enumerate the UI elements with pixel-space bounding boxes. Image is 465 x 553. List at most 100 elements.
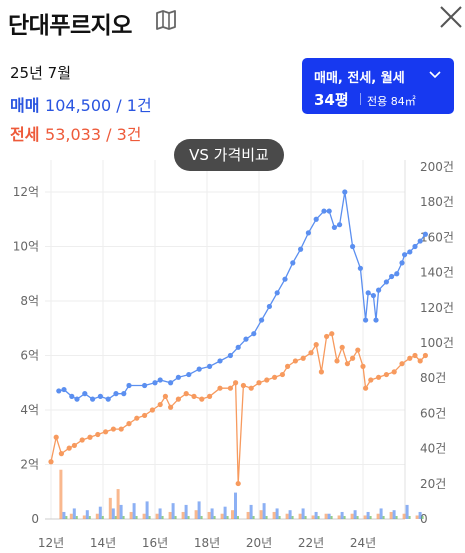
volume-bar-sale: [184, 504, 188, 519]
y-left-tick-label: 4억: [20, 403, 39, 417]
jeonse-price-point: [360, 363, 366, 369]
volume-bar-jeonse: [363, 515, 367, 519]
sale-price-point: [175, 374, 181, 380]
jeonse-price-point: [134, 415, 140, 421]
sale-price-point: [121, 391, 127, 397]
volume-bar-rent: [317, 516, 320, 519]
volume-bar-rent: [200, 516, 203, 519]
sale-price-point: [152, 380, 158, 386]
volume-bar-rent: [148, 516, 151, 519]
volume-bar-jeonse: [311, 515, 315, 519]
trade-types: 매매, 전세, 월세: [314, 71, 405, 86]
x-tick-label: 20년: [246, 536, 272, 550]
volume-bar-jeonse: [108, 497, 112, 519]
jeonse-price-point: [235, 480, 241, 487]
sale-price-point: [186, 371, 192, 378]
jeonse-price-point: [175, 396, 181, 402]
jeonse-value: 53,033 / 3건: [45, 125, 142, 144]
trade-filter-button[interactable]: 매매, 전세, 월세 34평 전용 84㎡: [302, 58, 454, 114]
volume-bar-rent: [161, 516, 164, 519]
jeonse-price-point: [183, 391, 189, 397]
sale-price-point: [196, 366, 202, 372]
volume-bar-sale: [288, 510, 292, 519]
jeonse-price-point: [391, 369, 397, 375]
sale-price-point: [61, 386, 67, 393]
sale-label: 매매: [10, 96, 40, 115]
sale-price-point: [251, 331, 257, 337]
volume-bar-sale: [418, 511, 422, 519]
jeonse-price-point: [324, 333, 330, 340]
sale-price-point: [357, 265, 363, 271]
jeonse-price-line: [50, 332, 426, 484]
jeonse-price-point: [48, 459, 54, 465]
volume-bar-sale: [314, 511, 318, 519]
volume-bar-jeonse: [285, 513, 289, 519]
volume-bar-rent: [65, 516, 68, 519]
sale-price-point: [376, 287, 382, 293]
volume-bar-rent: [75, 516, 78, 519]
close-icon[interactable]: [438, 4, 464, 30]
volume-bar-jeonse: [194, 510, 198, 519]
page-title: 단대푸르지오: [8, 13, 132, 39]
volume-bar-jeonse: [116, 489, 120, 519]
jeonse-price-point: [53, 434, 59, 440]
compare-price-button[interactable]: VS 가격비교: [174, 139, 284, 171]
chevron-down-icon: [429, 71, 441, 79]
sale-price-point: [105, 396, 111, 402]
y-left-tick-label: 6억: [20, 349, 39, 363]
volume-bar-sale: [132, 503, 136, 519]
volume-bar-jeonse: [402, 513, 406, 519]
map-icon[interactable]: [155, 10, 177, 30]
volume-bar-sale: [392, 510, 396, 519]
y-left-tick-label: 2억: [20, 458, 39, 472]
volume-bar-sale: [262, 503, 266, 519]
jeonse-price-point: [412, 352, 418, 359]
jeonse-price-point: [256, 380, 262, 386]
y-right-tick-label: 0: [420, 512, 428, 526]
volume-bar-rent: [114, 516, 117, 519]
volume-bar-rent: [213, 516, 216, 519]
jeonse-price-point: [329, 331, 335, 337]
volume-bar-rent: [122, 516, 125, 519]
volume-bar-jeonse: [324, 513, 328, 519]
volume-bar-jeonse: [272, 511, 276, 519]
volume-bar-sale: [119, 504, 123, 519]
volume-bar-sale: [301, 508, 305, 519]
jeonse-price-point: [240, 382, 246, 389]
volume-bar-sale: [379, 508, 383, 519]
sale-price-point: [326, 208, 332, 214]
volume-bar-jeonse: [168, 511, 172, 519]
jeonse-price-point: [279, 371, 285, 378]
volume-bar-sale: [234, 492, 237, 519]
sale-price-point: [342, 189, 348, 195]
volume-bar-rent: [101, 516, 104, 519]
jeonse-price-point: [103, 429, 109, 435]
y-right-tick-label: 180건: [420, 195, 454, 209]
y-right-tick-label: 40건: [420, 442, 446, 456]
sale-price-point: [142, 382, 148, 389]
volume-bar-sale: [275, 508, 279, 519]
jeonse-price-point: [368, 377, 374, 383]
volume-bar-rent: [304, 516, 307, 519]
volume-bar-jeonse: [376, 513, 380, 519]
volume-bar-jeonse: [69, 513, 73, 519]
volume-bar-jeonse: [259, 510, 263, 519]
volume-bar-sale: [340, 511, 344, 519]
sale-price-point: [402, 252, 408, 258]
jeonse-price-point: [71, 442, 77, 449]
sale-price-point: [274, 290, 280, 296]
jeonse-price-point: [199, 396, 205, 402]
jeonse-label: 전세: [10, 125, 40, 144]
sale-price-point: [331, 224, 337, 231]
sale-price-point: [305, 230, 311, 236]
volume-bar-jeonse: [246, 511, 250, 519]
sale-price-point: [56, 388, 62, 394]
volume-bar-rent: [421, 516, 424, 519]
sale-price-point: [259, 317, 265, 323]
jeonse-price-point: [300, 355, 306, 361]
volume-bar-jeonse: [95, 513, 99, 519]
sale-price-point: [90, 396, 96, 402]
sale-price-point: [282, 276, 288, 282]
volume-bar-sale: [111, 508, 115, 519]
x-tick-label: 12년: [38, 536, 64, 550]
